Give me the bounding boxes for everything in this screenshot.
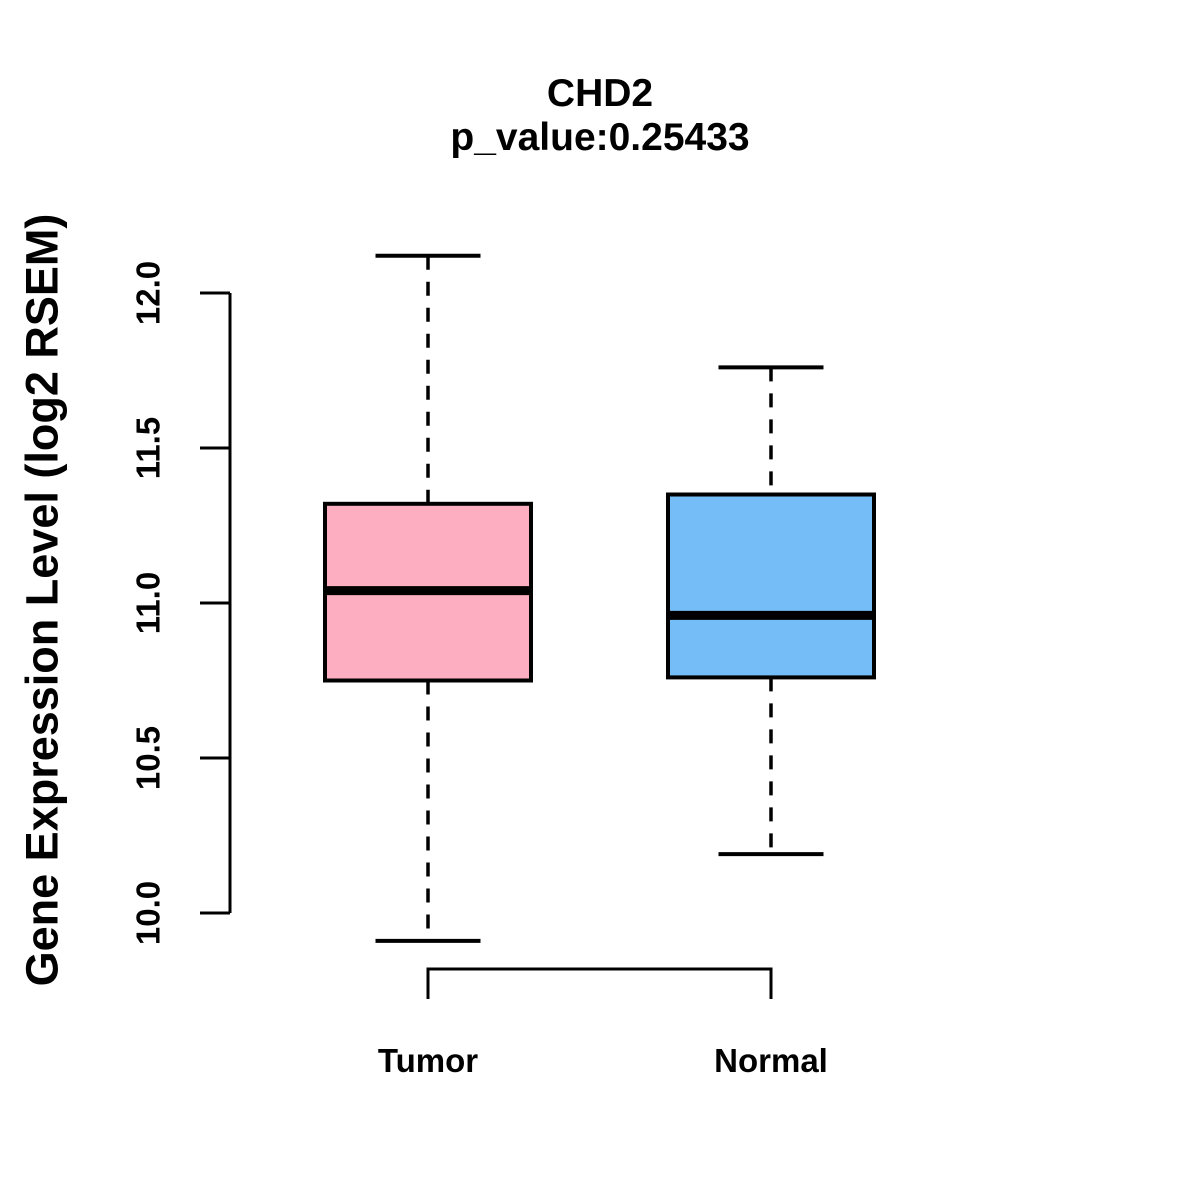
boxplots	[323, 253, 876, 943]
iqr-box-normal	[666, 492, 876, 680]
y-tick-label: 11.5	[130, 417, 167, 479]
y-axis: 10.0 10.5 11.0 11.5 12.0	[130, 261, 232, 945]
chart-subtitle: p_value:0.25433	[450, 116, 749, 159]
y-tick-label: 10.5	[130, 726, 167, 790]
boxplot-tumor	[323, 253, 533, 943]
y-tick-label: 12.0	[130, 261, 167, 325]
y-tick-label: 11.0	[130, 572, 167, 634]
y-tick-label: 10.0	[130, 881, 167, 945]
x-axis-labels: Tumor Normal	[378, 1042, 828, 1079]
y-axis-label: Gene Expression Level (log2 RSEM)	[17, 214, 68, 987]
comparison-bracket	[426, 967, 773, 999]
boxplot-normal	[666, 365, 876, 857]
chart-title: CHD2	[547, 72, 653, 115]
comparison-bracket-path	[426, 967, 773, 999]
x-label-normal: Normal	[714, 1042, 828, 1079]
x-label-tumor: Tumor	[378, 1042, 478, 1079]
